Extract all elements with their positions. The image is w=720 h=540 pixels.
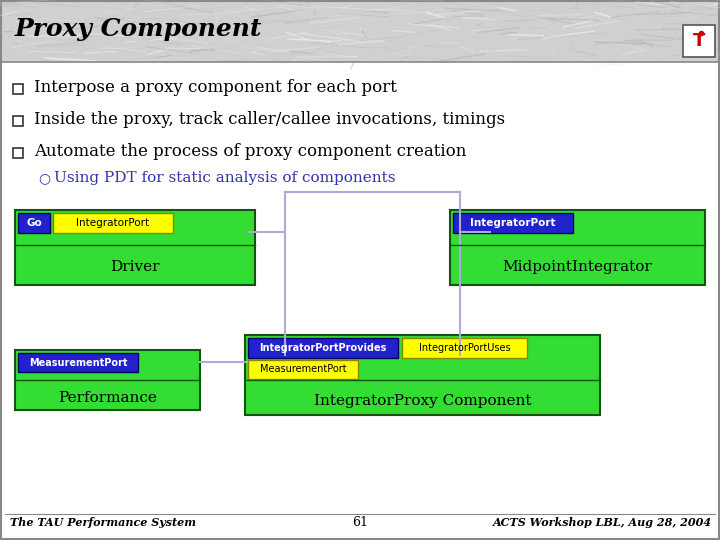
Text: IntegratorPort: IntegratorPort <box>470 218 556 228</box>
Bar <box>683 25 715 57</box>
Text: MeasurementPort: MeasurementPort <box>260 364 346 375</box>
Text: Automate the process of proxy component creation: Automate the process of proxy component … <box>34 144 467 160</box>
Bar <box>53 213 173 233</box>
Bar <box>13 116 23 126</box>
Text: IntegratorPortProvides: IntegratorPortProvides <box>259 343 387 353</box>
Text: The TAU Performance System: The TAU Performance System <box>10 516 196 528</box>
Text: IntegratorPortUses: IntegratorPortUses <box>419 343 510 353</box>
Text: 61: 61 <box>352 516 368 529</box>
Bar <box>453 213 573 233</box>
Bar <box>18 353 138 372</box>
Text: Interpose a proxy component for each port: Interpose a proxy component for each por… <box>34 79 397 97</box>
Text: MeasurementPort: MeasurementPort <box>29 357 127 368</box>
Bar <box>450 210 705 285</box>
Bar <box>15 350 200 410</box>
Bar <box>13 84 23 94</box>
Text: Go: Go <box>26 218 42 228</box>
Text: Inside the proxy, track caller/callee invocations, timings: Inside the proxy, track caller/callee in… <box>34 111 505 129</box>
Text: ○: ○ <box>38 171 50 185</box>
Bar <box>18 213 50 233</box>
Text: Using PDT for static analysis of components: Using PDT for static analysis of compone… <box>54 171 395 185</box>
Bar <box>248 360 358 379</box>
Bar <box>0 0 720 62</box>
Bar <box>402 338 527 358</box>
Text: ACTS Workshop LBL, Aug 28, 2004: ACTS Workshop LBL, Aug 28, 2004 <box>493 516 712 528</box>
Bar <box>13 148 23 158</box>
Text: Performance: Performance <box>58 391 157 405</box>
Text: MidpointIntegrator: MidpointIntegrator <box>503 260 652 274</box>
Text: T: T <box>693 32 705 50</box>
Bar <box>15 210 255 285</box>
Text: IntegratorProxy Component: IntegratorProxy Component <box>314 394 531 408</box>
Bar <box>245 335 600 415</box>
Text: IntegratorPort: IntegratorPort <box>76 218 150 228</box>
Text: Proxy Component: Proxy Component <box>15 17 262 41</box>
Bar <box>248 338 398 358</box>
Text: Driver: Driver <box>110 260 160 274</box>
